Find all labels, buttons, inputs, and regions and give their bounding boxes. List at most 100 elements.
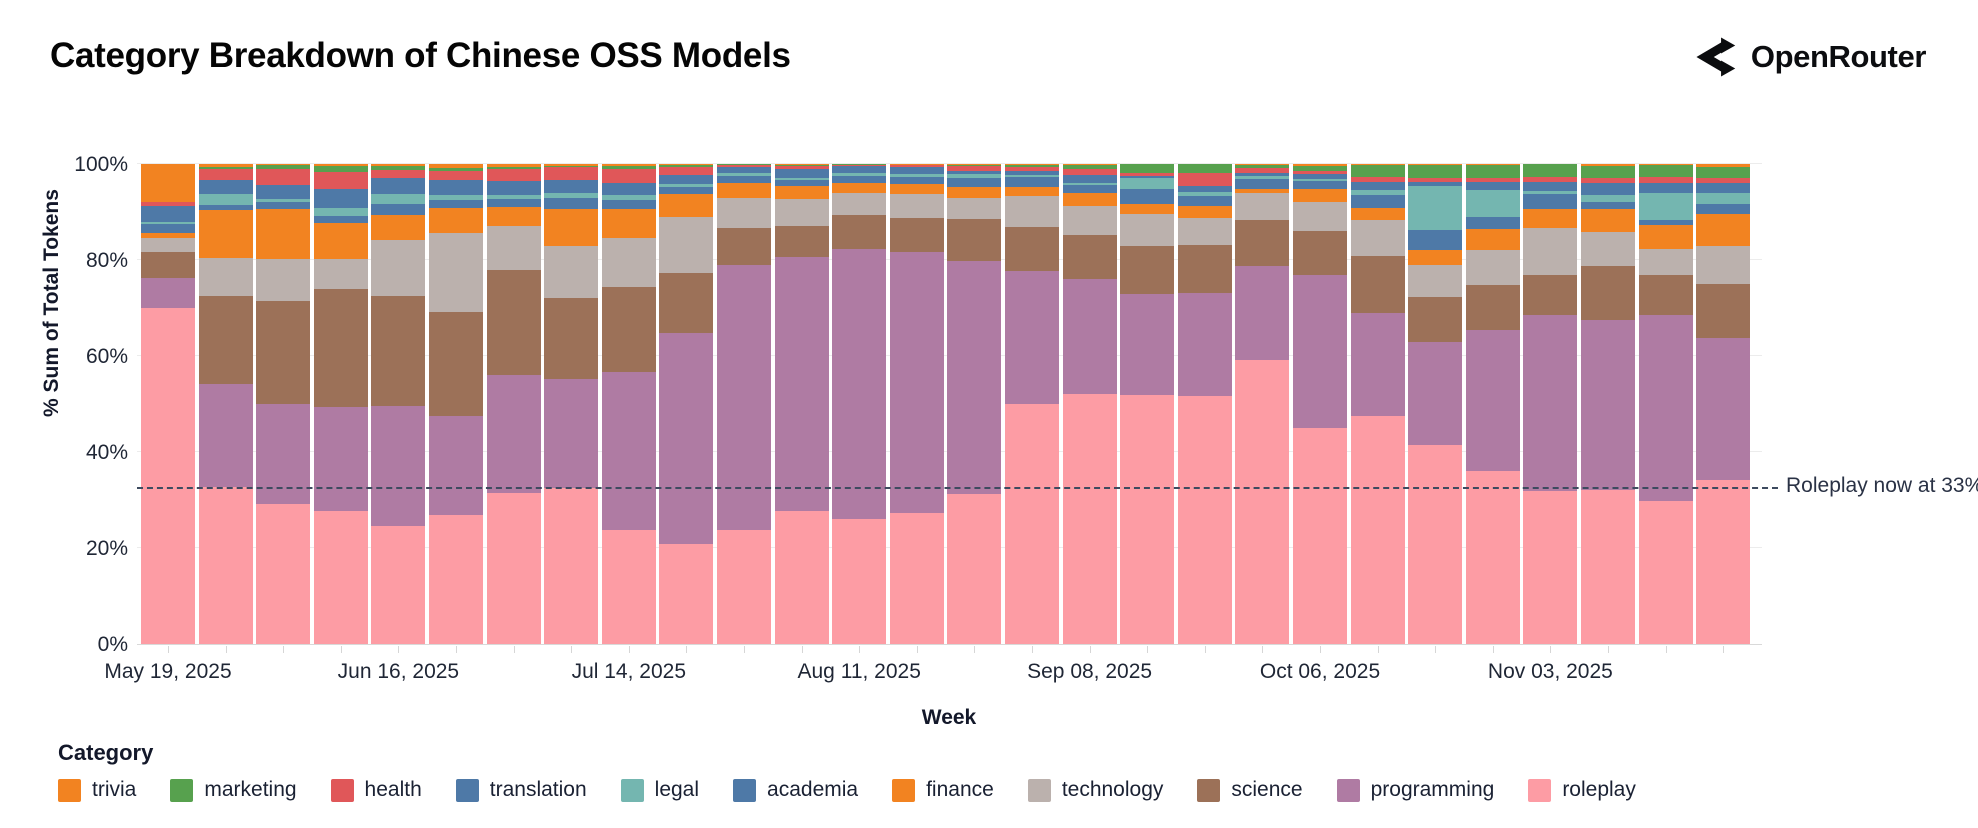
- segment-finance: [1005, 186, 1059, 196]
- segment-translation: [1581, 182, 1635, 195]
- segment-roleplay: [313, 511, 368, 644]
- x-tick: [1435, 646, 1437, 653]
- segment-technology: [429, 233, 483, 313]
- segment-marketing: [947, 165, 1002, 167]
- x-tick: [1204, 646, 1206, 653]
- legend-label-technology: technology: [1061, 778, 1164, 801]
- segment-programming: [947, 261, 1002, 495]
- segment-marketing: [1581, 165, 1635, 179]
- segment-health: [1293, 171, 1347, 175]
- y-tick-label-100: 100%: [74, 153, 128, 176]
- segment-legal: [429, 194, 483, 200]
- segment-technology: [717, 197, 771, 229]
- legend-swatch-trivia: [58, 778, 81, 802]
- segment-science: [717, 228, 771, 265]
- segment-translation: [774, 169, 829, 178]
- segment-academia: [659, 186, 714, 194]
- segment-marketing: [544, 165, 599, 168]
- segment-marketing: [1408, 164, 1463, 178]
- legend-swatch-academia: [733, 778, 757, 802]
- segment-translation: [544, 179, 599, 194]
- legend-swatch-translation: [455, 778, 479, 802]
- x-tick: [1377, 646, 1379, 653]
- legend-label-translation: translation: [489, 778, 587, 801]
- segment-marketing: [659, 165, 714, 167]
- segment-finance: [947, 187, 1002, 198]
- segment-technology: [1005, 195, 1059, 227]
- x-tick: [1550, 646, 1552, 653]
- stacked-bar-week-14: [889, 164, 944, 644]
- segment-marketing: [1120, 164, 1175, 174]
- legend-title: Category: [58, 740, 154, 765]
- segment-translation: [1638, 182, 1693, 194]
- segment-academia: [1581, 201, 1635, 210]
- segment-science: [313, 289, 368, 408]
- stacked-bar-week-7: [486, 164, 541, 644]
- legend-label-programming: programming: [1370, 778, 1495, 801]
- segment-technology: [141, 238, 195, 253]
- segment-health: [1350, 177, 1405, 182]
- stacked-bar-week-27: [1638, 164, 1693, 644]
- x-tick: [283, 646, 285, 653]
- segment-roleplay: [1293, 428, 1347, 644]
- x-tick: [1665, 646, 1667, 653]
- segment-finance: [1696, 214, 1751, 247]
- segment-trivia: [1293, 164, 1347, 166]
- segment-health: [1465, 178, 1520, 183]
- segment-trivia: [1696, 164, 1751, 167]
- segment-finance: [141, 232, 195, 239]
- segment-roleplay: [256, 503, 311, 644]
- segment-legal: [1581, 194, 1635, 202]
- segment-finance: [1293, 189, 1347, 202]
- segment-health: [429, 170, 483, 181]
- x-tick: [1147, 646, 1149, 653]
- segment-technology: [1293, 201, 1347, 231]
- segment-academia: [371, 204, 426, 216]
- segment-science: [1062, 235, 1117, 279]
- segment-roleplay: [1465, 470, 1520, 644]
- segment-translation: [1120, 176, 1175, 179]
- segment-technology: [1523, 228, 1578, 275]
- segment-marketing: [371, 165, 426, 170]
- legend-item-roleplay: roleplay: [1528, 778, 1636, 802]
- segment-academia: [256, 201, 311, 209]
- segment-technology: [1120, 214, 1175, 246]
- segment-legal: [947, 174, 1002, 178]
- segment-academia: [1350, 194, 1405, 209]
- segment-roleplay: [371, 526, 426, 644]
- segment-finance: [1120, 203, 1175, 215]
- segment-legal: [659, 183, 714, 187]
- stacked-bar-week-10: [659, 164, 714, 644]
- segment-roleplay: [1005, 404, 1059, 644]
- segment-health: [1638, 177, 1693, 183]
- segment-trivia: [486, 164, 541, 167]
- brand-logo: OpenRouter: [1691, 34, 1926, 80]
- segment-science: [1005, 226, 1059, 272]
- segment-health: [141, 202, 195, 207]
- segment-programming: [256, 404, 311, 504]
- stacked-bar-week-16: [1005, 164, 1059, 644]
- x-tick: [859, 646, 861, 653]
- segment-academia: [717, 176, 771, 183]
- segment-trivia: [198, 164, 253, 167]
- segment-trivia: [313, 164, 368, 167]
- segment-programming: [1177, 292, 1232, 396]
- x-tick: [1320, 646, 1321, 653]
- segment-marketing: [1638, 164, 1693, 178]
- legend-item-legal: legal: [620, 778, 699, 802]
- segment-programming: [544, 379, 599, 488]
- segment-technology: [198, 257, 253, 296]
- segment-health: [889, 165, 944, 168]
- segment-programming: [1062, 278, 1117, 394]
- x-tick: [1608, 646, 1609, 653]
- segment-legal: [1293, 178, 1347, 182]
- segment-technology: [1465, 249, 1520, 286]
- segment-finance: [1062, 193, 1117, 207]
- stacked-bar-week-2: [198, 164, 253, 644]
- segment-technology: [601, 238, 656, 288]
- segment-health: [1235, 168, 1290, 173]
- stacked-bar-week-28: [1696, 164, 1751, 644]
- segment-science: [1465, 285, 1520, 331]
- x-tick: [225, 646, 227, 653]
- segment-roleplay: [774, 511, 829, 644]
